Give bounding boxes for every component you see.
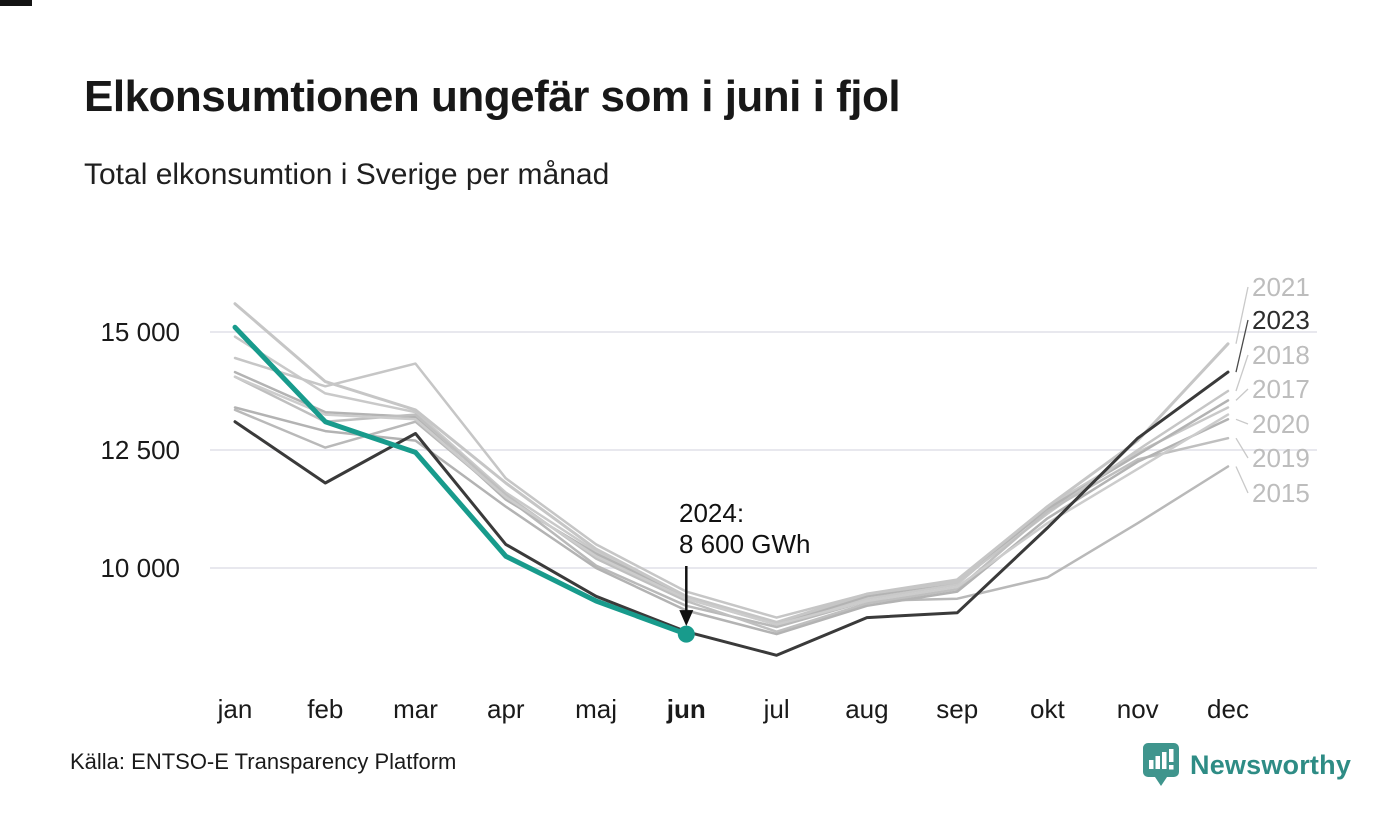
logo-bar-2 — [1155, 756, 1160, 769]
x-tick-label-jul: jul — [763, 694, 790, 724]
x-tick-label-okt: okt — [1030, 694, 1065, 724]
series-line-2023 — [233, 370, 1230, 657]
x-tick-label-sep: sep — [936, 694, 978, 724]
x-tick-label-mar: mar — [393, 694, 438, 724]
y-tick-label: 12 500 — [100, 435, 180, 465]
logo-bar-1 — [1149, 760, 1154, 769]
annotation-line2: 8 600 GWh — [679, 529, 811, 559]
x-tick-label-jan: jan — [217, 694, 253, 724]
leader-line-2023 — [1235, 319, 1249, 373]
logo-exclamation-dot — [1169, 765, 1174, 770]
year-label-2018: 2018 — [1252, 340, 1310, 370]
leader-line-2021 — [1235, 286, 1249, 344]
highlight-end-dot — [677, 625, 695, 643]
leader-line-2017 — [1235, 388, 1249, 401]
series-line-2020 — [233, 406, 1230, 636]
x-tick-label-nov: nov — [1117, 694, 1159, 724]
brand-name: Newsworthy — [1190, 749, 1352, 780]
series-line-2021 — [233, 302, 1230, 624]
logo-bar-3 — [1162, 752, 1167, 769]
y-tick-label: 10 000 — [100, 553, 180, 583]
annotation-arrow-head — [679, 610, 694, 627]
leader-line-2020 — [1235, 418, 1249, 425]
x-tick-label-jun: jun — [666, 694, 706, 724]
x-tick-label-aug: aug — [845, 694, 888, 724]
series-line-2024 — [232, 324, 689, 637]
year-label-2023: 2023 — [1252, 305, 1310, 335]
x-tick-label-maj: maj — [575, 694, 617, 724]
year-label-2019: 2019 — [1252, 443, 1310, 473]
corner-mark — [0, 0, 32, 6]
y-tick-label: 15 000 — [100, 317, 180, 347]
page-subtitle: Total elkonsumtion i Sverige per månad — [84, 158, 610, 191]
source-note: Källa: ENTSO-E Transparency Platform — [70, 749, 457, 774]
newsworthy-logo[interactable]: Newsworthy — [1142, 742, 1351, 788]
series-line-2019 — [233, 375, 1230, 633]
year-label-2015: 2015 — [1252, 478, 1310, 508]
leader-line-2018 — [1235, 354, 1249, 392]
leader-line-2015 — [1235, 466, 1249, 494]
page-title: Elkonsumtionen ungefär som i juni i fjol — [84, 72, 901, 121]
year-label-2017: 2017 — [1252, 374, 1310, 404]
annotation-line1: 2024: — [679, 498, 745, 528]
x-tick-label-feb: feb — [307, 694, 343, 724]
x-tick-label-dec: dec — [1207, 694, 1249, 724]
annotation-2024: 2024: 8 600 GWh — [679, 498, 811, 560]
series-line-2016 — [233, 335, 1230, 626]
year-label-2021: 2021 — [1252, 272, 1310, 302]
newsworthy-logo-icon — [1143, 743, 1179, 786]
year-label-2020: 2020 — [1252, 409, 1310, 439]
logo-exclamation-stem — [1169, 749, 1174, 762]
x-tick-label-apr: apr — [487, 694, 525, 724]
leader-line-2019 — [1235, 437, 1249, 459]
